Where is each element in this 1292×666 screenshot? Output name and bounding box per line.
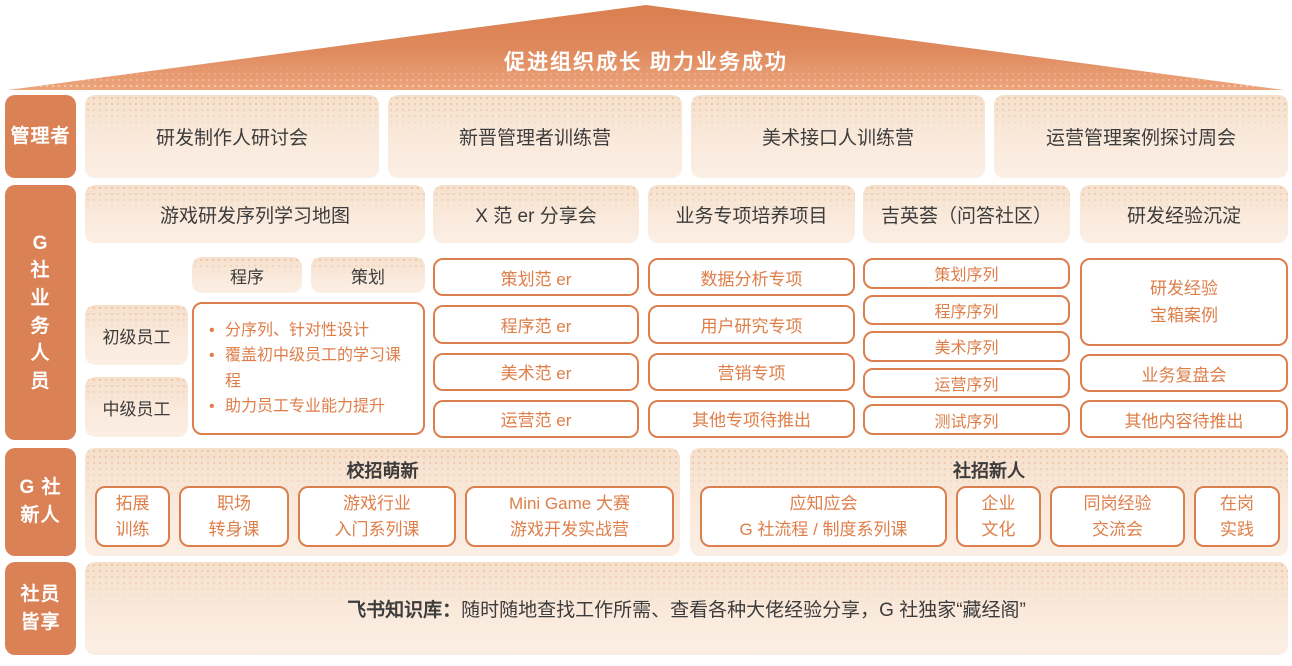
item-box-two-line: 研发经验 宝箱案例 (1080, 258, 1288, 346)
item-box: 测试序列 (863, 404, 1070, 435)
line: 同岗经验 (1083, 494, 1152, 513)
item-box-two-line: 在岗 实践 (1194, 486, 1280, 547)
line: 企业 (981, 494, 1016, 513)
line: 宝箱案例 (1150, 306, 1218, 325)
column-header-learning-map: 游戏研发序列学习地图 (85, 185, 425, 243)
label-char: 业 (30, 287, 51, 309)
program-box: 运营管理案例探讨周会 (994, 95, 1288, 178)
knowledge-base-banner: 飞书知识库：随时随地查找工作所需、查看各种大佬经验分享，G 社独家“藏经阁” (85, 562, 1288, 655)
item-box-two-line: 同岗经验 交流会 (1050, 486, 1185, 547)
manager-program-row: 研发制作人研讨会 新晋管理者训练营 美术接口人训练营 运营管理案例探讨周会 (85, 95, 1288, 178)
row-label-all-members: 社员 皆享 (5, 562, 76, 655)
item-box: 程序范 er (433, 305, 639, 344)
knowledge-base-title: 飞书知识库： (347, 600, 462, 621)
item-box-two-line: 企业 文化 (956, 486, 1041, 547)
line: Mini Game 大赛 (509, 494, 630, 513)
item-box-two-line: Mini Game 大赛 游戏开发实战营 (465, 486, 674, 547)
line: 在岗 (1220, 494, 1254, 513)
row-label-newcomers: G 社 新人 (5, 448, 76, 556)
campus-group-header: 校招萌新 (346, 461, 419, 481)
level-junior-staff: 初级员工 (85, 305, 188, 365)
line: 职场 (217, 494, 251, 513)
note-item: 覆盖初中级员工的学习课程 (208, 343, 411, 394)
label-char: 社 (30, 260, 51, 282)
item-box: 策划序列 (863, 258, 1070, 289)
fan-sharing-items: 策划范 er 程序范 er 美术范 er 运营范 er (433, 258, 639, 438)
special-training-items: 数据分析专项 用户研究专项 营销专项 其他专项待推出 (648, 258, 855, 438)
item-box: 运营序列 (863, 367, 1070, 399)
label-line: G 社 (19, 477, 62, 499)
label-char: 员 (30, 370, 51, 392)
item-box: 用户研究专项 (648, 305, 855, 344)
tab-design: 策划 (311, 257, 425, 293)
line: 应知应会 (789, 494, 858, 513)
column-header-fan-sharing: X 范 er 分享会 (433, 185, 639, 243)
label-char: 人 (30, 343, 51, 365)
label-line: 皆享 (20, 611, 61, 633)
column-header-qa-community: 吉英荟（问答社区） (863, 185, 1070, 243)
roof-banner: 促进组织成长 助力业务成功 (8, 5, 1284, 90)
note-item: 分序列、针对性设计 (208, 318, 369, 344)
column-header-special-training: 业务专项培养项目 (648, 185, 855, 243)
item-box-two-line: 应知应会 G 社流程 / 制度系列课 (700, 486, 947, 547)
label-line: 社员 (20, 583, 61, 605)
item-box: 其他内容待推出 (1080, 400, 1288, 438)
social-newbie-group: 社招新人 应知应会 G 社流程 / 制度系列课 企业 文化 同岗经验 交流会 在… (690, 448, 1288, 556)
column-header-rd-experience: 研发经验沉淀 (1080, 185, 1288, 243)
program-box: 美术接口人训练营 (691, 95, 985, 178)
item-box-two-line: 拓展 训练 (95, 486, 170, 547)
row-label-managers: 管理者 (5, 95, 76, 178)
line: 拓展 (115, 494, 150, 513)
line: 入门系列课 (334, 519, 420, 539)
campus-newbie-group: 校招萌新 拓展 训练 职场 转身课 游戏行业 入门系列课 Mini Game 大… (85, 448, 680, 556)
line: 训练 (115, 519, 150, 539)
line: 交流会 (1092, 519, 1143, 539)
line: 文化 (981, 519, 1016, 539)
item-box: 运营范 er (433, 399, 639, 438)
social-group-header: 社招新人 (953, 461, 1025, 481)
roof-title: 促进组织成长 助力业务成功 (504, 51, 788, 74)
item-box: 美术序列 (863, 331, 1070, 362)
label-line: 新人 (20, 505, 61, 526)
item-box: 数据分析专项 (648, 258, 855, 297)
learning-map-notes: 分序列、针对性设计 覆盖初中级员工的学习课程 助力员工专业能力提升 (192, 302, 425, 435)
item-box: 美术范 er (433, 352, 639, 391)
line: G 社流程 / 制度系列课 (739, 519, 908, 539)
tab-program: 程序 (192, 257, 302, 293)
line: 游戏开发实战营 (510, 519, 629, 539)
program-box: 新晋管理者训练营 (388, 95, 682, 178)
item-box: 业务复盘会 (1080, 354, 1288, 392)
item-box: 其他专项待推出 (648, 399, 855, 438)
social-group-items: 应知应会 G 社流程 / 制度系列课 企业 文化 同岗经验 交流会 在岗 实践 (700, 486, 1280, 547)
label-char: 务 (30, 315, 51, 337)
row-label-business-staff: G 社 业 务 人 员 (5, 185, 76, 440)
row-label-text: 管理者 (10, 125, 71, 147)
program-box: 研发制作人研讨会 (85, 95, 379, 178)
item-box-two-line: 游戏行业 入门系列课 (298, 486, 456, 547)
item-box-two-line: 职场 转身课 (179, 486, 289, 547)
item-box: 策划范 er (433, 258, 639, 297)
line: 转身课 (208, 519, 260, 539)
level-mid-staff: 中级员工 (85, 377, 188, 437)
label-char: G (32, 232, 49, 254)
note-item: 助力员工专业能力提升 (208, 394, 385, 420)
knowledge-base-desc: 随时随地查找工作所需、查看各种大佬经验分享，G 社独家“藏经阁” (461, 600, 1026, 621)
rd-experience-items: 研发经验 宝箱案例 业务复盘会 其他内容待推出 (1080, 258, 1288, 438)
item-box: 营销专项 (648, 352, 855, 391)
qa-community-items: 策划序列 程序序列 美术序列 运营序列 测试序列 (863, 258, 1070, 435)
campus-group-items: 拓展 训练 职场 转身课 游戏行业 入门系列课 Mini Game 大赛 游戏开… (95, 486, 674, 547)
line: 研发经验 (1150, 278, 1218, 298)
line: 实践 (1220, 519, 1254, 539)
item-box: 程序序列 (863, 294, 1070, 326)
knowledge-base-text: 飞书知识库：随时随地查找工作所需、查看各种大佬经验分享，G 社独家“藏经阁” (347, 595, 1026, 622)
line: 游戏行业 (343, 494, 411, 513)
